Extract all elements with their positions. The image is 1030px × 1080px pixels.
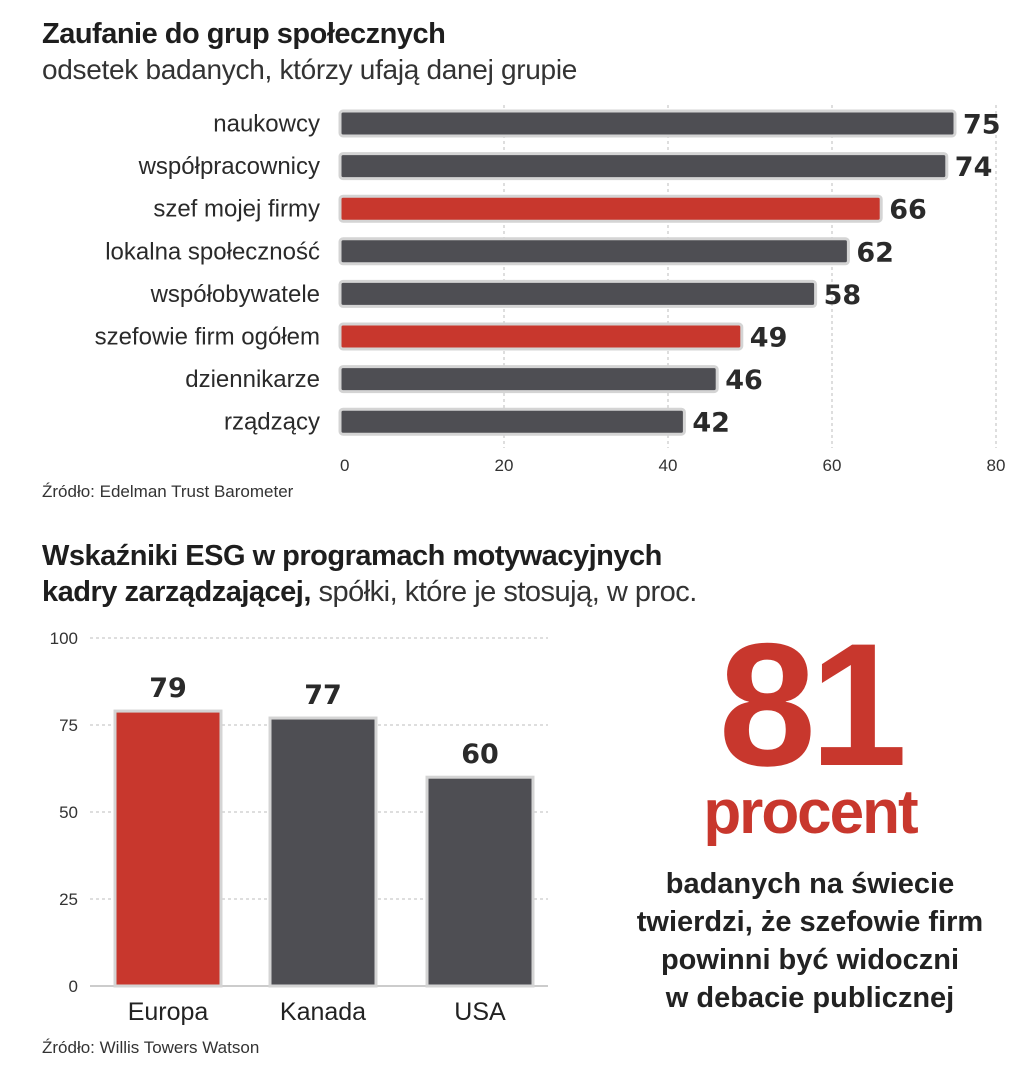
chart1-category-label: szef mojej firmy: [153, 196, 320, 223]
chart2-title-line1: Wskaźniki ESG w programach motywacyjnych: [42, 540, 662, 572]
chart1-bar: [338, 152, 949, 181]
chart2-y-tick-label: 75: [59, 716, 78, 735]
chart2-y-tick-label: 25: [59, 890, 78, 909]
chart2-title-line2-bold: kadry zarządzającej,: [42, 576, 311, 608]
chart1-category-label: współpracownicy: [138, 153, 320, 180]
chart1-value-label: 46: [725, 365, 763, 396]
chart2-source: Źródło: Willis Towers Watson: [42, 1038, 260, 1057]
chart1-bar: [338, 237, 850, 266]
chart2-value-label: 60: [461, 739, 499, 770]
chart1-bar: [338, 109, 957, 138]
chart1-value-label: 42: [692, 408, 730, 439]
chart2-bar: [113, 709, 223, 988]
chart1-category-label: naukowcy: [213, 111, 320, 138]
chart2-value-label: 79: [149, 673, 187, 704]
callout-description: badanych na świecie twierdzi, że szefowi…: [590, 865, 1030, 1017]
chart1-value-label: 66: [889, 195, 927, 226]
chart1-value-label: 62: [856, 237, 894, 268]
chart1-x-tick-label: 20: [495, 456, 514, 475]
chart2-y-tick-label: 100: [50, 629, 78, 648]
chart1-category-label: szefowie firm ogółem: [95, 324, 320, 351]
chart1-category-label: rządzący: [224, 409, 320, 436]
callout-unit: procent: [703, 778, 918, 847]
chart1-value-label: 58: [824, 280, 862, 311]
chart1-bar: [338, 194, 883, 223]
callout-line-1: badanych na świecie: [665, 868, 955, 900]
chart1-category-label: lokalna społeczność: [105, 238, 320, 265]
chart1-source: Źródło: Edelman Trust Barometer: [42, 482, 294, 501]
chart2-bar: [425, 775, 535, 988]
chart2-title-line2-regular: spółki, które je stosują, w proc.: [310, 576, 697, 608]
chart2-category-label: USA: [454, 998, 506, 1026]
callout-line-4: w debacie publicznej: [665, 982, 955, 1014]
chart1-value-label: 75: [963, 110, 1001, 141]
chart2-category-label: Europa: [128, 998, 209, 1026]
chart2-title: Wskaźniki ESG w programach motywacyjnych…: [42, 538, 697, 610]
callout-line-3: powinni być widoczni: [660, 944, 960, 976]
callout-number: 81: [718, 608, 908, 803]
chart1-subtitle: odsetek badanych, którzy ufają danej gru…: [42, 54, 578, 85]
chart1-value-label: 74: [955, 152, 993, 183]
chart2-value-label: 77: [304, 680, 342, 711]
chart1-x-tick-label: 0: [340, 456, 349, 475]
chart1-x-tick-label: 80: [987, 456, 1006, 475]
chart1-title: Zaufanie do grup społecznych: [42, 18, 446, 50]
chart1-x-tick-label: 60: [823, 456, 842, 475]
chart1-bar: [338, 322, 744, 351]
chart1-bar: [338, 279, 818, 308]
chart2-bar: [268, 716, 378, 988]
chart2-category-label: Kanada: [280, 998, 366, 1026]
chart2-y-tick-label: 0: [69, 977, 78, 996]
chart2-y-tick-label: 50: [59, 803, 78, 822]
chart2-title-line2: kadry zarządzającej, spółki, które je st…: [42, 574, 697, 610]
chart1-horizontal-bar-chart: 0 20 40 60 80 naukowcy 75 współpracownicy 74 szef…: [95, 105, 1006, 475]
chart1-value-label: 49: [750, 323, 788, 354]
chart1-category-label: współobywatele: [150, 281, 320, 308]
chart1-bar: [338, 365, 719, 394]
chart1-x-tick-label: 40: [659, 456, 678, 475]
chart1-bar: [338, 407, 686, 436]
chart1-category-label: dziennikarze: [185, 366, 320, 393]
callout-line-2: twierdzi, że szefowie firm: [636, 906, 984, 938]
